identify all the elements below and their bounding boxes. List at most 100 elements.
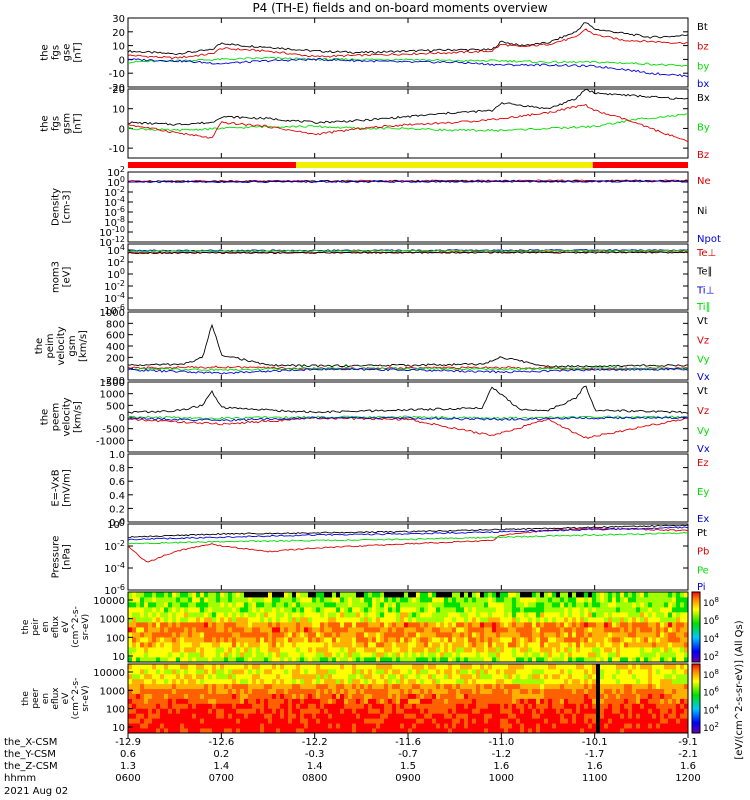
spectrogram-cell (452, 622, 457, 628)
spectrogram-cell (136, 652, 141, 658)
spectrogram-cell (652, 728, 657, 734)
spectrogram-cell (328, 664, 333, 670)
spectrogram-cell (168, 612, 173, 618)
spectrogram-cell (292, 657, 297, 663)
spectrogram-cell (596, 698, 601, 704)
spectrogram-cell (468, 617, 473, 623)
spectrogram-cell (580, 713, 585, 719)
y-tick-label: 10-10 (99, 225, 125, 239)
spectrogram-cell (524, 688, 529, 694)
spectrogram-cell (276, 728, 281, 734)
spectrogram-cell (168, 592, 173, 598)
spectrogram-cell (660, 597, 665, 603)
spectrogram-cell (244, 632, 249, 638)
spectrogram-cell (660, 688, 665, 694)
spectrogram-cell (492, 683, 497, 690)
spectrogram-cell (288, 708, 293, 714)
spectrogram-cell (636, 652, 641, 658)
spectrogram-cell (448, 683, 453, 690)
spectrogram-cell (140, 617, 145, 623)
spectrogram-cell (136, 698, 141, 704)
spectrogram-cell (264, 678, 269, 685)
spectrogram-cell (340, 713, 345, 719)
spectrogram-cell (312, 637, 317, 643)
spectrogram-cell (192, 678, 197, 685)
spectrogram-cell (320, 602, 325, 608)
spectrogram-cell (684, 607, 689, 613)
spectrogram-cell (288, 703, 293, 709)
date-label: 2021 Aug 02 (4, 786, 68, 797)
spectrogram-cell (312, 728, 317, 734)
spectrogram-cell (616, 668, 621, 675)
spectrogram-cell (528, 693, 533, 699)
series-line-ti∥ (127, 249, 689, 253)
plot-title: P4 (TH-E) fields and on-board moments ov… (252, 1, 547, 15)
spectrogram-cell (636, 612, 641, 618)
spectrogram-cell (472, 683, 477, 690)
spectrogram-cell (552, 683, 557, 690)
spectrogram-cell (148, 592, 153, 598)
spectrogram-cell (536, 657, 541, 663)
spectrogram-cell (536, 664, 541, 670)
spectrogram-cell (264, 708, 269, 714)
spectrogram-cell (664, 647, 669, 653)
spectrogram-cell (512, 678, 517, 685)
spectrogram-cell (144, 698, 149, 704)
spectrogram-cell (660, 592, 665, 598)
spectrogram-cell (452, 673, 457, 680)
spectrogram-cell (384, 664, 389, 670)
spectrogram-cell (616, 723, 621, 729)
spectrogram-cell (364, 597, 369, 603)
spectrogram-cell (588, 602, 593, 608)
spectrogram-cell (580, 652, 585, 658)
spectrogram-cell (568, 723, 573, 729)
spectrogram-cell (472, 668, 477, 675)
spectrogram-cell (308, 607, 313, 613)
spectrogram-cell (272, 632, 277, 638)
spectrogram-cell (368, 723, 373, 729)
spectrogram-cell (620, 673, 625, 680)
spectrogram-cell (144, 637, 149, 643)
spectrogram-cell (224, 708, 229, 714)
spectrogram-cell (532, 688, 537, 694)
spectrogram-cell (472, 627, 477, 633)
spectrogram-cell (628, 723, 633, 729)
y-tick-label: 10 (112, 652, 125, 663)
spectrogram-cell (376, 597, 381, 603)
spectrogram-cell (380, 678, 385, 685)
spectrogram-cell (332, 602, 337, 608)
spectrogram-cell (272, 622, 277, 628)
spectrogram-cell (148, 602, 153, 608)
spectrogram-cell (524, 652, 529, 658)
y-axis-label: Pressure[nPa] (51, 536, 73, 579)
spectrogram-cell (156, 718, 161, 724)
legend-ti∥: Ti∥ (696, 302, 711, 313)
spectrogram-cell (348, 723, 353, 729)
spectrogram-cell (144, 602, 149, 608)
hhmm-tick-label: 0800 (302, 773, 327, 784)
spectrogram-cell (560, 647, 565, 653)
spectrogram-cell (224, 683, 229, 690)
y-axis-label: mom3[eV] (51, 261, 73, 293)
spectrogram-cell (320, 647, 325, 653)
legend-vx: Vx (697, 444, 710, 455)
spectrogram-cell (300, 647, 305, 653)
mode-bar-segment (296, 162, 593, 168)
spectrogram-cell (268, 693, 273, 699)
spectrogram-cell (188, 668, 193, 675)
spectrogram-cell (588, 647, 593, 653)
spectrogram-cell (600, 728, 605, 734)
spectrogram-cell (348, 698, 353, 704)
y-tick-label: 10-12 (99, 235, 125, 249)
spectrogram-cell (508, 597, 513, 603)
spectrogram-cell (180, 718, 185, 724)
y-tick-label: 10-4 (104, 195, 125, 209)
spectrogram-cell (592, 642, 597, 648)
spectrogram-cell (484, 612, 489, 618)
spectrogram-cell (568, 627, 573, 633)
spectrogram-cell (308, 718, 313, 724)
y-tick-label: 10-6 (104, 583, 125, 597)
spectrogram-cell (524, 664, 529, 670)
spectrogram-cell (636, 673, 641, 680)
spectrogram-cell (508, 617, 513, 623)
